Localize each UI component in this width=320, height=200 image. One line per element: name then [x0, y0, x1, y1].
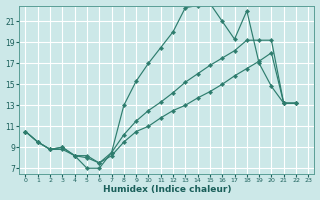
X-axis label: Humidex (Indice chaleur): Humidex (Indice chaleur) — [103, 185, 231, 194]
